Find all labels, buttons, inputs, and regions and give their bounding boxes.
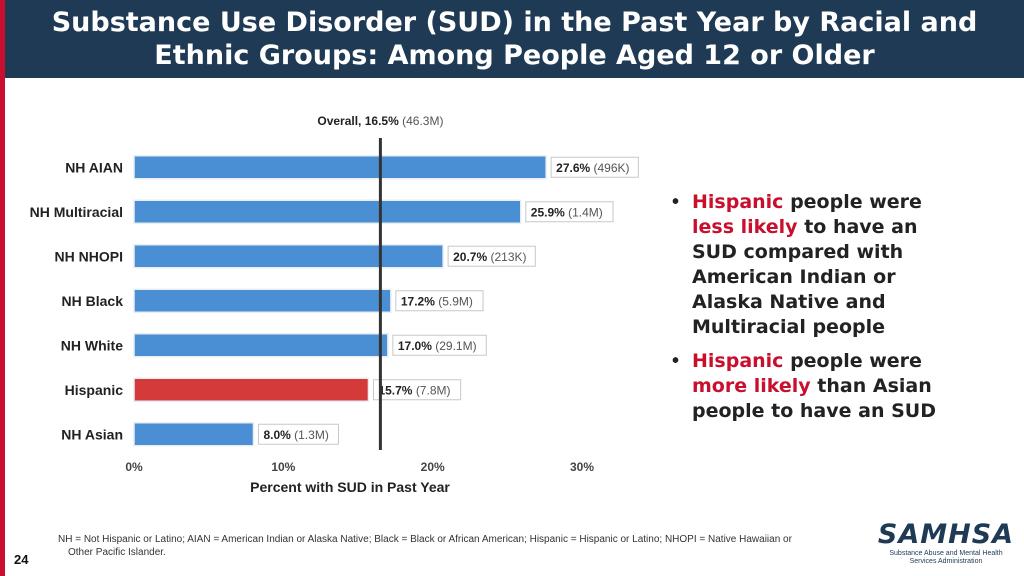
bullet-1-part-4: to have an SUD compared with American In…	[692, 216, 918, 338]
data-label-box	[447, 245, 536, 267]
reference-label: Overall, 16.5% (46.3M)	[317, 114, 443, 128]
highlight-bar	[133, 377, 370, 402]
category-label: NH Asian	[61, 426, 123, 442]
sud-bar-chart: NH AIAN 27.6% (496K) NH Multiracial 25.9% (…	[30, 114, 639, 495]
footnote-line-2: Other Pacific Islander.	[68, 547, 166, 558]
x-tick-label: 10%	[271, 460, 295, 474]
data-label-value: 15.7%	[378, 383, 415, 397]
bar	[133, 288, 392, 313]
logo-subtitle-2: Services Administration	[909, 558, 983, 565]
data-label-box	[372, 379, 462, 401]
category-label: NH AIAN	[65, 159, 123, 175]
bullet-1-part-3: less likely	[692, 216, 798, 238]
data-label-box	[395, 290, 484, 312]
data-label-value: 17.0%	[398, 339, 435, 353]
left-accent-rule	[0, 0, 5, 576]
reference-label-count: (46.3M)	[402, 114, 443, 128]
data-label: 20.7% (213K)	[453, 250, 526, 264]
bullet-2-part-4: than Asian people to have an SUD	[692, 375, 936, 422]
data-label: 27.6% (496K)	[556, 161, 629, 175]
bullet-item: • Hispanic people were more likely than …	[672, 349, 972, 424]
data-label-count: (213K)	[490, 250, 526, 264]
slide-title: Substance Use Disorder (SUD) in the Past…	[51, 7, 978, 71]
data-label-box	[525, 201, 614, 223]
data-label-value: 20.7%	[453, 250, 490, 264]
bullet-text-2: Hispanic people were more likely than As…	[692, 349, 967, 424]
bar	[133, 244, 444, 269]
data-label-count: (1.4M)	[568, 205, 603, 219]
data-label: 15.7% (7.8M)	[378, 383, 450, 397]
bullet-text-1: Hispanic people were less likely to have…	[692, 190, 967, 340]
bullet-2-part-1: Hispanic	[692, 350, 784, 372]
data-label: 17.2% (5.9M)	[401, 294, 473, 308]
data-label-count: (7.8M)	[416, 383, 451, 397]
footnote-line-1: NH = Not Hispanic or Latino; AIAN = Amer…	[58, 534, 792, 545]
bullet-1-part-1: Hispanic	[692, 191, 784, 213]
x-tick-label: 0%	[125, 460, 143, 474]
data-label-count: (29.1M)	[435, 339, 476, 353]
data-label-box	[392, 334, 487, 356]
bar	[133, 333, 389, 358]
reference-label-value: Overall, 16.5%	[317, 114, 402, 128]
logo-subtitle-1: Substance Abuse and Mental Health	[889, 550, 1003, 557]
data-label: 17.0% (29.1M)	[398, 339, 477, 353]
bullet-item: • Hispanic people were less likely to ha…	[672, 190, 972, 340]
bullet-list: • Hispanic people were less likely to ha…	[672, 190, 972, 433]
data-label-value: 25.9%	[531, 205, 568, 219]
data-label-box	[550, 156, 639, 178]
data-label-count: (5.9M)	[438, 294, 473, 308]
bullet-dot-icon: •	[672, 350, 680, 372]
data-label-value: 27.6%	[556, 161, 593, 175]
data-label: 25.9% (1.4M)	[531, 205, 603, 219]
data-label-value: 8.0%	[263, 428, 294, 442]
x-axis-title: Percent with SUD in Past Year	[250, 479, 450, 495]
data-label: 8.0% (1.3M)	[263, 428, 328, 442]
category-label: Hispanic	[65, 382, 124, 398]
x-tick-label: 20%	[421, 460, 445, 474]
logo-wordmark: SAMHSA	[877, 519, 1015, 550]
samhsa-logo: SAMHSA Substance Abuse and Mental Health…	[876, 520, 1016, 566]
bar	[133, 422, 255, 447]
bullet-dot-icon: •	[672, 191, 680, 213]
bar	[133, 199, 522, 224]
page-number: 24	[14, 552, 29, 567]
bullet-2-part-2: people were	[783, 350, 922, 372]
x-tick-label: 30%	[570, 460, 594, 474]
category-label: NH Multiracial	[30, 204, 123, 220]
bar	[133, 155, 547, 180]
bullet-1-part-2: people were	[783, 191, 922, 213]
title-bar: Substance Use Disorder (SUD) in the Past…	[5, 0, 1024, 78]
footnote: NH = Not Hispanic or Latino; AIAN = Amer…	[58, 533, 848, 559]
bullet-2-part-3: more likely	[692, 375, 811, 397]
data-label-value: 17.2%	[401, 294, 438, 308]
category-label: NH White	[61, 337, 123, 353]
data-label-count: (1.3M)	[294, 428, 329, 442]
category-label: NH NHOPI	[55, 248, 123, 264]
category-label: NH Black	[62, 293, 124, 309]
data-label-box	[257, 423, 339, 445]
data-label-count: (496K)	[594, 161, 630, 175]
